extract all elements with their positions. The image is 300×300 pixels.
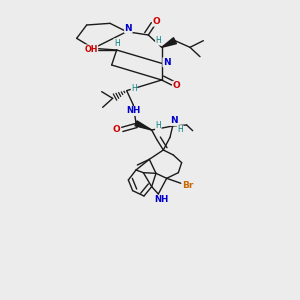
Text: H: H <box>155 36 161 45</box>
Text: N: N <box>124 24 132 33</box>
Text: H: H <box>114 39 119 48</box>
Text: H: H <box>178 125 183 134</box>
Polygon shape <box>162 38 176 47</box>
Text: NH: NH <box>126 106 140 116</box>
Text: O: O <box>153 17 160 26</box>
Text: N: N <box>163 58 170 67</box>
Text: Br: Br <box>182 181 194 190</box>
Text: H: H <box>155 122 161 130</box>
Text: H: H <box>131 85 137 94</box>
Text: O: O <box>173 81 181 90</box>
Text: N: N <box>170 116 178 125</box>
Text: O: O <box>112 124 120 134</box>
Text: OH: OH <box>84 45 98 54</box>
Polygon shape <box>135 121 152 130</box>
Text: NH: NH <box>154 196 168 205</box>
